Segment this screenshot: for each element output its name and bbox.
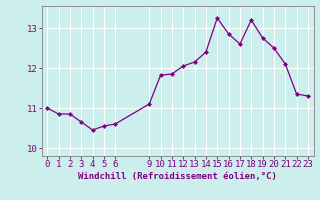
X-axis label: Windchill (Refroidissement éolien,°C): Windchill (Refroidissement éolien,°C) (78, 172, 277, 181)
